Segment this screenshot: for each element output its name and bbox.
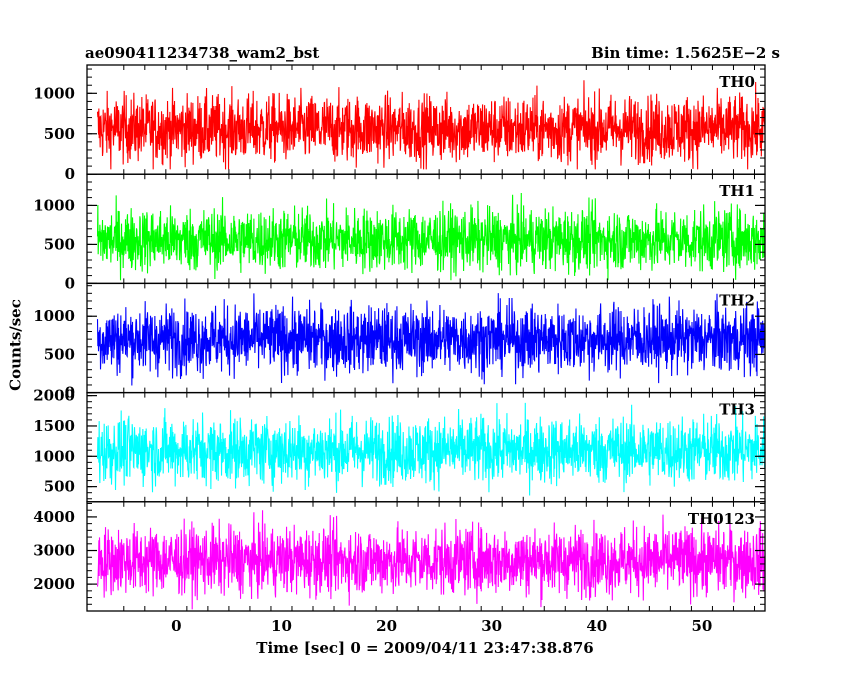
panel-label-th2: TH2 [719,291,755,309]
xtick-label: 10 [271,617,292,635]
chart-title: ae090411234738_wam2_bst [85,44,320,62]
y-axis-label: Counts/sec [6,299,25,391]
ytick-label-th0: 0 [65,165,75,183]
ytick-label-th0: 1000 [33,84,75,102]
bin-time-label: Bin time: 1.5625E−2 s [591,44,780,62]
ytick-label-th3: 500 [44,478,75,496]
xtick-label: 20 [376,617,397,635]
ytick-label-th0123: 2000 [33,575,75,593]
panel-label-th0123: TH0123 [688,510,755,528]
panel-label-th3: TH3 [719,401,755,419]
series-th0123 [96,510,766,610]
xtick-label: 50 [691,617,712,635]
xtick-label: 0 [171,617,181,635]
ytick-label-th3: 2000 [33,387,75,405]
panel-frame-th0123 [86,501,766,612]
ytick-label-th2: 500 [44,345,75,363]
ytick-label-th0123: 4000 [33,508,75,526]
ytick-label-th1: 0 [65,274,75,292]
ytick-label-th0123: 3000 [33,542,75,560]
series-th2 [96,293,766,386]
ytick-label-th1: 1000 [33,196,75,214]
ytick-label-th1: 500 [44,235,75,253]
xtick-label: 30 [481,617,502,635]
series-th0 [96,80,766,170]
x-axis-label: Time [sec] 0 = 2009/04/11 23:47:38.876 [256,639,594,657]
panel-label-th1: TH1 [719,182,755,200]
series-th1 [96,192,766,281]
xtick-label: 40 [586,617,607,635]
ytick-label-th3: 1500 [33,417,75,435]
ytick-label-th0: 500 [44,125,75,143]
ytick-label-th2: 1000 [33,307,75,325]
panel-label-th0: TH0 [719,73,755,91]
ytick-label-th2: 0 [65,384,75,402]
ytick-label-th3: 1000 [33,447,75,465]
series-th3 [96,402,766,496]
